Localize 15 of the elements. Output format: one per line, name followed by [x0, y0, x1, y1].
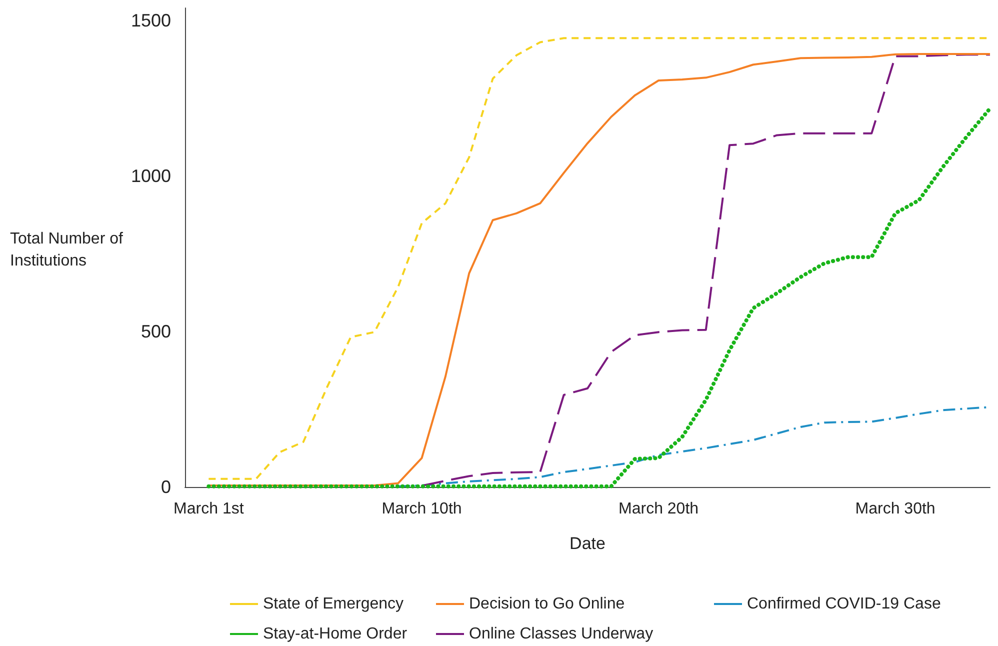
- y-tick-label: 0: [160, 477, 171, 497]
- y-tick-label: 1500: [130, 10, 171, 30]
- x-axis-title: Date: [570, 534, 606, 553]
- legend-label: State of Emergency: [263, 596, 404, 612]
- x-tick-label: March 30th: [855, 500, 936, 518]
- y-tick-label: 500: [140, 321, 171, 342]
- y-axis-title: Total Number of Institutions: [10, 230, 128, 270]
- x-tick-label: March 10th: [382, 500, 462, 518]
- legend-label: Decision to Go Online: [469, 596, 625, 612]
- legend-label: Confirmed COVID-19 Case: [747, 596, 941, 612]
- legend-label: Stay-at-Home Order: [263, 626, 408, 642]
- legend-label: Online Classes Underway: [469, 626, 654, 642]
- x-tick-label: March 1st: [174, 500, 244, 518]
- x-tick-label: March 20th: [618, 500, 699, 518]
- y-tick-label: 1000: [130, 166, 171, 186]
